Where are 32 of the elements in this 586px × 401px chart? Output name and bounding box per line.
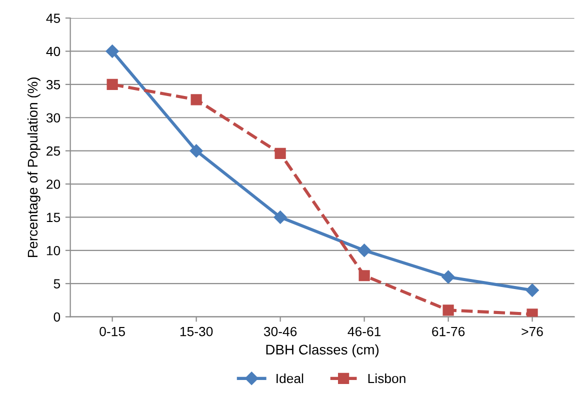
- y-tick-label: 20: [46, 180, 60, 189]
- y-tick-label: 0: [54, 312, 60, 322]
- point: [526, 308, 538, 317]
- point: [358, 244, 371, 257]
- point: [442, 304, 454, 316]
- x-tick-label: 0-15: [100, 326, 125, 336]
- point: [526, 284, 539, 297]
- x-tick-label: 30-46: [264, 326, 297, 336]
- y-tick-label: 5: [54, 279, 60, 289]
- y-tick-label: 40: [46, 46, 60, 56]
- x-tick-label: >76: [522, 326, 543, 336]
- y-tick-label: 15: [46, 212, 60, 222]
- point: [106, 44, 119, 58]
- legend-label: Lisbon: [368, 373, 406, 384]
- y-tick-label: 45: [46, 14, 60, 23]
- x-axis-title: DBH Classes (cm): [266, 344, 379, 358]
- point: [190, 94, 202, 106]
- y-tick-label: 30: [46, 113, 60, 123]
- y-tick-label: 10: [46, 246, 60, 256]
- y-tick-label: 25: [46, 146, 60, 156]
- legend-label: Ideal: [276, 373, 304, 384]
- x-tick-label: 15-30: [180, 326, 213, 336]
- y-tick-label: 35: [46, 80, 60, 90]
- point: [274, 148, 286, 160]
- point: [274, 210, 287, 224]
- point: [442, 270, 455, 284]
- x-tick-label: 61-76: [432, 326, 465, 336]
- y-axis-title: Percentage of Population (%): [27, 78, 40, 257]
- point: [358, 270, 370, 282]
- x-tick-label: 46-61: [348, 326, 381, 336]
- point: [190, 144, 203, 158]
- point: [106, 78, 118, 90]
